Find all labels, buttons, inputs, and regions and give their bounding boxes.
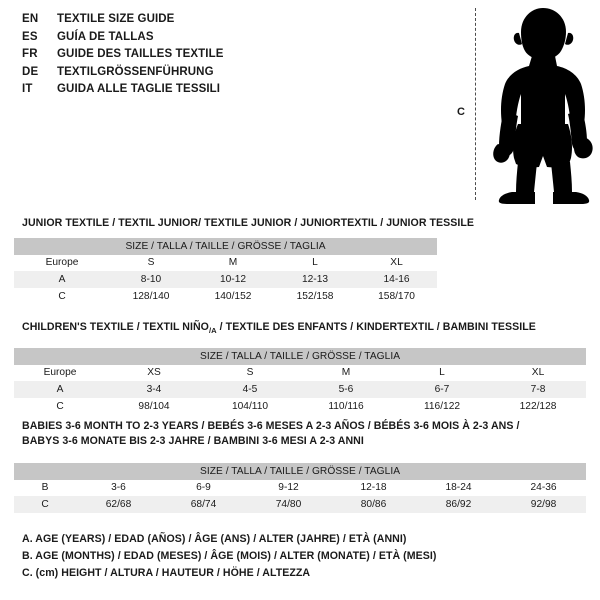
table-cell: 74/80 <box>275 498 302 510</box>
row-label: Europe <box>43 367 77 379</box>
legend-line-a: A. AGE (YEARS) / EDAD (AÑOS) / ÂGE (ANS)… <box>22 533 407 545</box>
table-cell: 8-10 <box>140 273 162 285</box>
table-cell: 3-4 <box>146 383 162 395</box>
section-title-babies: BABIES 3-6 MONTH TO 2-3 YEARS / BEBÉS 3-… <box>22 419 519 449</box>
table-cell: 152/158 <box>296 290 334 302</box>
table-cell: 6-7 <box>434 383 450 395</box>
language-row-en: EN TEXTILE SIZE GUIDE <box>22 13 422 31</box>
section-title-children-part2: / TEXTILE DES ENFANTS / KINDERTEXTIL / B… <box>216 321 536 333</box>
table-cell: 92/98 <box>530 498 557 510</box>
language-code-fr: FR <box>22 48 38 61</box>
row-label: C <box>58 290 66 302</box>
table-cell: M <box>341 367 351 379</box>
table-cell: 18-24 <box>445 482 472 494</box>
table-cell: L <box>312 257 318 269</box>
table-cell: L <box>439 367 445 379</box>
row-label: C <box>56 400 64 412</box>
table-cell: 128/140 <box>132 290 170 302</box>
section-title-babies-line2: BABYS 3-6 MONATE BIS 2-3 JAHRE / BAMBINI… <box>22 435 364 447</box>
row-label: A <box>58 273 66 285</box>
row-label: C <box>41 498 49 510</box>
guide-title-en: TEXTILE SIZE GUIDE <box>57 13 175 25</box>
size-table-babies: SIZE / TALLA / TAILLE / GRÖSSE / TAGLIA … <box>14 463 587 513</box>
language-row-es: ES GUÍA DE TALLAS <box>22 31 422 49</box>
table-row: B 3-6 6-9 9-12 12-18 18-24 24-36 <box>14 479 587 497</box>
guide-title-it: GUIDA ALLE TAGLIE TESSILI <box>57 83 221 96</box>
guide-title-de: TEXTILGRÖSSENFÜHRUNG <box>57 65 214 78</box>
height-figure-area: C <box>440 0 600 210</box>
table-bar-row: SIZE / TALLA / TAILLE / GRÖSSE / TAGLIA <box>14 463 587 480</box>
section-title-babies-line1: BABIES 3-6 MONTH TO 2-3 YEARS / BEBÉS 3-… <box>22 420 520 432</box>
table-cell: 4-5 <box>242 383 258 395</box>
table-cell: S <box>246 367 254 379</box>
table-cell: 62/68 <box>105 498 132 510</box>
language-code-en: EN <box>22 13 39 25</box>
toddler-silhouette-icon <box>493 8 593 204</box>
table-cell: 104/110 <box>231 400 269 412</box>
table-row: C 62/68 68/74 74/80 80/86 86/92 92/98 <box>14 496 587 513</box>
language-code-de: DE <box>22 65 39 78</box>
row-label: B <box>41 482 49 494</box>
guide-title-es: GUÍA DE TALLAS <box>57 30 154 43</box>
table-cell: XL <box>531 367 545 379</box>
table-cell: 10-12 <box>219 273 247 285</box>
table-cell: 110/116 <box>328 400 364 412</box>
table-row: A 8-10 10-12 12-13 14-16 <box>14 271 438 288</box>
section-title-junior: JUNIOR TEXTILE / TEXTIL JUNIOR/ TEXTILE … <box>22 217 475 229</box>
section-title-children-sub: /A <box>208 326 217 336</box>
table-cell: M <box>228 257 238 269</box>
section-title-children-part1: CHILDREN'S TEXTILE / TEXTIL NIÑO <box>22 321 209 333</box>
table-cell: 98/104 <box>138 400 170 412</box>
row-label: Europe <box>45 257 79 269</box>
language-row-it: IT GUIDA ALLE TAGLIE TESSILI <box>22 83 422 101</box>
legend-line-c: C. (cm) HEIGHT / ALTURA / HAUTEUR / HÖHE… <box>22 567 311 579</box>
table-row: C 98/104 104/110 110/116 116/122 122/128 <box>14 397 587 415</box>
table-cell: 12-13 <box>301 273 329 285</box>
table-cell: 116/122 <box>423 400 461 412</box>
table-cell: 12-18 <box>360 482 387 494</box>
language-code-it: IT <box>22 83 33 96</box>
table-cell: 6-9 <box>196 482 211 494</box>
table-cell: 80/86 <box>360 498 387 510</box>
table-row: Europe XS S M L XL <box>14 364 587 382</box>
row-label: A <box>56 383 64 395</box>
table-cell: 24-36 <box>530 482 557 494</box>
language-header-block: EN TEXTILE SIZE GUIDE ES GUÍA DE TALLAS … <box>22 13 422 101</box>
height-measure-label: C <box>457 106 465 118</box>
table-cell: 122/128 <box>519 400 557 412</box>
table-cell: XS <box>147 367 161 379</box>
language-row-fr: FR GUIDE DES TAILLES TEXTILE <box>22 48 422 66</box>
table-cell: 3-6 <box>111 482 126 494</box>
table-cell: XL <box>390 257 403 269</box>
language-code-es: ES <box>22 30 38 43</box>
size-table-junior: SIZE / TALLA / TAILLE / GRÖSSE / TAGLIA … <box>14 238 438 305</box>
size-table-children: SIZE / TALLA / TAILLE / GRÖSSE / TAGLIA … <box>14 348 587 415</box>
table-cell: 9-12 <box>278 482 299 494</box>
table-bar-row: SIZE / TALLA / TAILLE / GRÖSSE / TAGLIA <box>14 348 587 365</box>
size-bar-label-babies: SIZE / TALLA / TAILLE / GRÖSSE / TAGLIA <box>14 463 587 480</box>
legend-line-b: B. AGE (MONTHS) / EDAD (MESES) / ÂGE (MO… <box>22 550 437 562</box>
table-cell: S <box>147 257 155 269</box>
table-row: A 3-4 4-5 5-6 6-7 7-8 <box>14 381 587 398</box>
language-row-de: DE TEXTILGRÖSSENFÜHRUNG <box>22 66 422 84</box>
table-cell: 5-6 <box>338 383 354 395</box>
table-cell: 86/92 <box>445 498 472 510</box>
size-bar-label-junior: SIZE / TALLA / TAILLE / GRÖSSE / TAGLIA <box>14 238 438 255</box>
table-cell: 68/74 <box>190 498 217 510</box>
table-row: Europe S M L XL <box>14 254 438 272</box>
table-cell: 158/170 <box>378 290 415 302</box>
table-cell: 140/152 <box>214 290 252 302</box>
guide-title-fr: GUIDE DES TAILLES TEXTILE <box>57 48 224 61</box>
table-row: C 128/140 140/152 152/158 158/170 <box>14 287 438 305</box>
height-measure-dashed-line <box>475 8 476 200</box>
table-cell: 14-16 <box>383 273 410 285</box>
table-cell: 7-8 <box>530 383 546 395</box>
table-bar-row: SIZE / TALLA / TAILLE / GRÖSSE / TAGLIA <box>14 238 438 255</box>
section-title-children: CHILDREN'S TEXTILE / TEXTIL NIÑO/A / TEX… <box>22 320 536 338</box>
size-bar-label-children: SIZE / TALLA / TAILLE / GRÖSSE / TAGLIA <box>14 348 587 365</box>
legend-block: A. AGE (YEARS) / EDAD (AÑOS) / ÂGE (ANS)… <box>22 531 436 582</box>
